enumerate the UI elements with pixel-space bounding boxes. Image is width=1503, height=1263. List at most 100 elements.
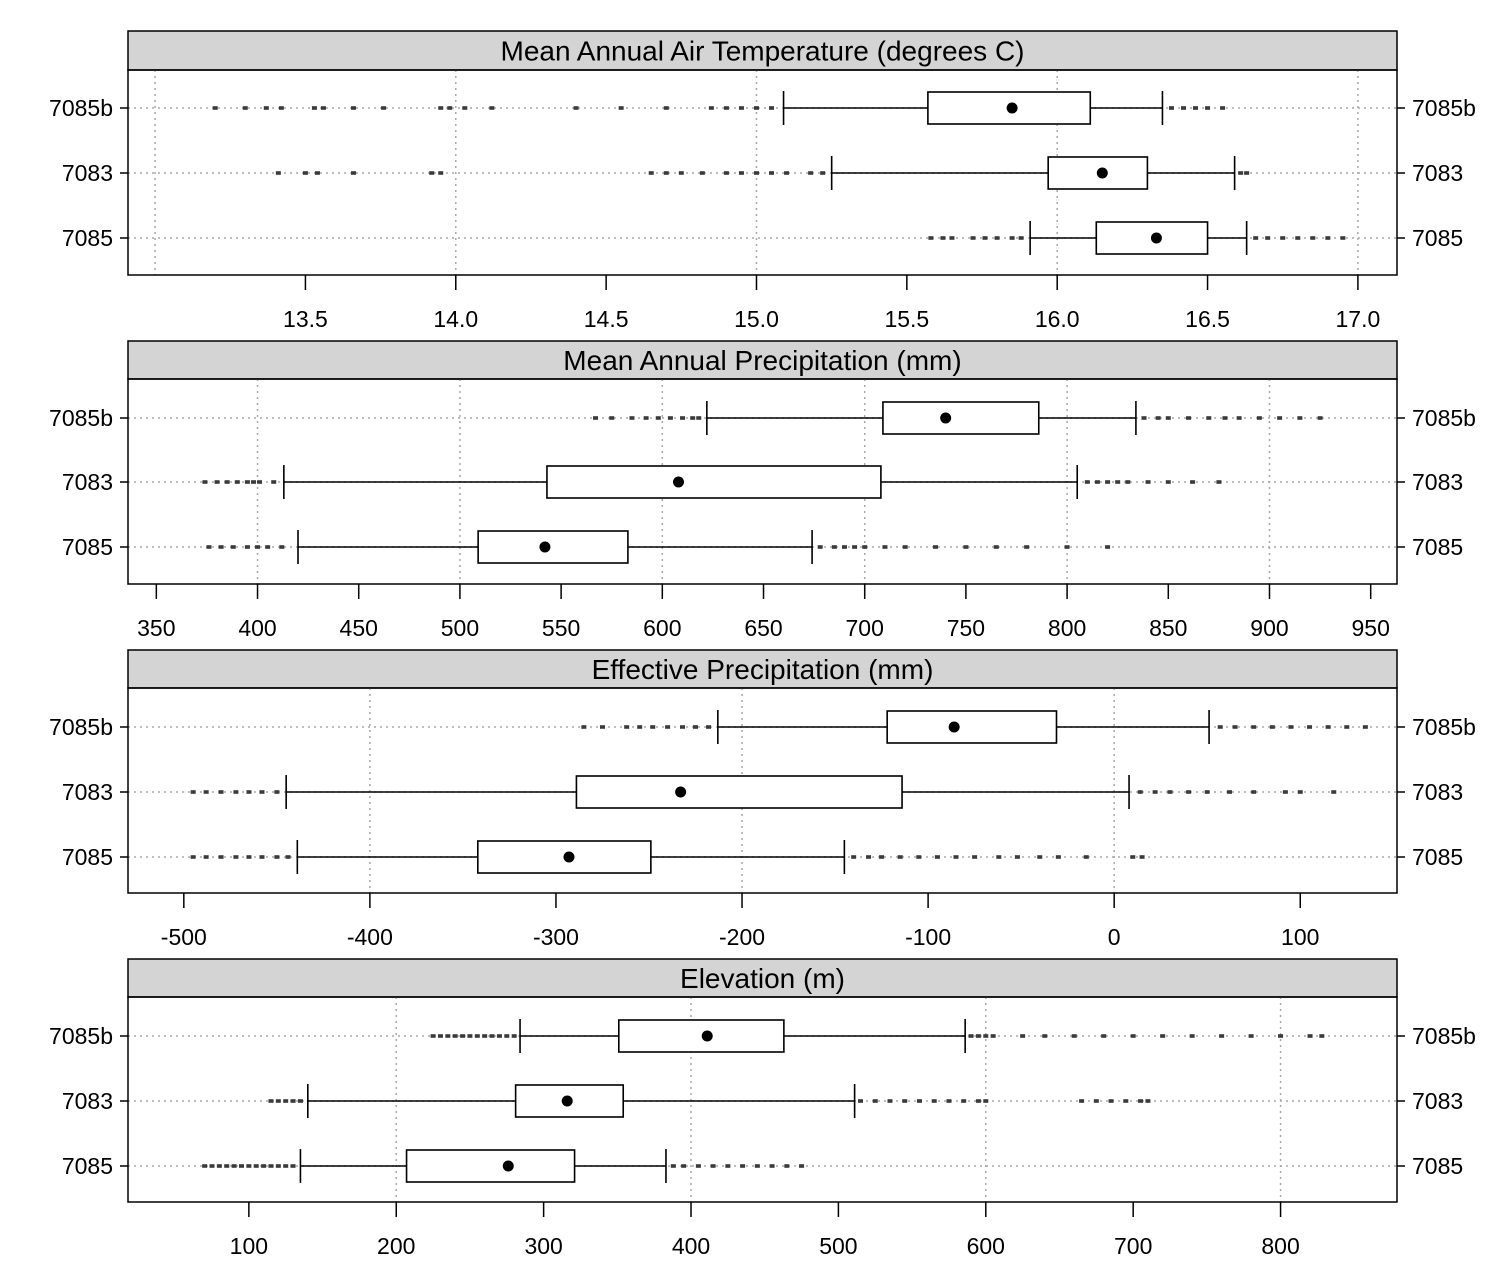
outlier-point <box>462 106 468 110</box>
outlier-point <box>1130 1034 1136 1038</box>
outlier-point <box>1295 236 1301 240</box>
outlier-point <box>968 1034 974 1038</box>
outlier-point <box>242 106 248 110</box>
outlier-point <box>246 855 252 859</box>
outlier-point <box>841 545 847 549</box>
outlier-point <box>690 416 696 420</box>
outlier-point <box>1244 171 1250 175</box>
x-tick-label: 350 <box>137 615 175 641</box>
outlier-point <box>784 1164 790 1168</box>
x-tick-label: 450 <box>340 615 378 641</box>
outlier-point <box>879 855 885 859</box>
outlier-point <box>599 725 605 729</box>
outlier-point <box>1079 1099 1085 1103</box>
outlier-point <box>351 106 357 110</box>
row-label-right: 7083 <box>1412 779 1463 805</box>
outlier-point <box>1138 1099 1144 1103</box>
box-iqr <box>1095 221 1209 255</box>
outlier-point <box>1282 790 1288 794</box>
outlier-point <box>1115 480 1121 484</box>
outlier-point <box>817 545 823 549</box>
outlier-point <box>278 106 284 110</box>
x-tick-label: 850 <box>1149 615 1187 641</box>
outlier-point <box>271 480 277 484</box>
outlier-point <box>218 545 224 549</box>
x-tick-label: 14.5 <box>584 306 629 332</box>
outlier-point <box>285 855 291 859</box>
outlier-point <box>1105 545 1111 549</box>
outlier-point <box>753 171 759 175</box>
x-tick-label: -200 <box>719 924 765 950</box>
outlier-point <box>928 236 934 240</box>
x-tick-label: 15.0 <box>734 306 779 332</box>
outlier-point <box>1123 1099 1129 1103</box>
median-dot <box>561 1095 573 1107</box>
outlier-point <box>206 545 212 549</box>
outlier-point <box>275 1099 281 1103</box>
outlier-point <box>1180 106 1186 110</box>
outlier-point <box>663 106 669 110</box>
outlier-point <box>202 1164 208 1168</box>
x-tick-label: -300 <box>533 924 579 950</box>
x-tick-label: 700 <box>846 615 884 641</box>
x-tick-label: 750 <box>947 615 985 641</box>
outlier-point <box>916 855 922 859</box>
outlier-point <box>438 171 444 175</box>
outlier-point <box>1265 236 1271 240</box>
outlier-point <box>504 1034 510 1038</box>
outlier-point <box>866 855 872 859</box>
row-label-right: 7083 <box>1412 160 1463 186</box>
outlier-point <box>1101 1034 1107 1038</box>
row-label-left: 7085 <box>62 534 113 560</box>
outlier-point <box>769 106 775 110</box>
row-label-left: 7083 <box>62 160 113 186</box>
outlier-point <box>934 855 940 859</box>
outlier-point <box>1236 416 1242 420</box>
x-tick-label: 600 <box>967 1233 1005 1259</box>
outlier-point <box>648 171 654 175</box>
outlier-point <box>1340 236 1346 240</box>
x-tick-label: 17.0 <box>1336 306 1381 332</box>
outlier-point <box>1186 790 1192 794</box>
outlier-point <box>1206 416 1212 420</box>
outlier-point <box>975 1099 981 1103</box>
outlier-point <box>452 1034 458 1038</box>
outlier-point <box>238 1164 244 1168</box>
outlier-point <box>862 545 868 549</box>
outlier-point <box>1189 1034 1195 1038</box>
outlier-point <box>482 1034 488 1038</box>
outlier-point <box>212 106 218 110</box>
outlier-point <box>609 416 615 420</box>
row-label-right: 7085 <box>1412 534 1463 560</box>
outlier-point <box>1165 416 1171 420</box>
box-7085b <box>212 91 1226 125</box>
outlier-point <box>1310 236 1316 240</box>
outlier-point <box>983 1099 989 1103</box>
panel-frame <box>127 996 1398 1203</box>
outlier-point <box>916 1099 922 1103</box>
outlier-point <box>931 1099 937 1103</box>
outlier-point <box>681 1164 687 1168</box>
outlier-point <box>667 416 673 420</box>
outlier-point <box>1160 1034 1166 1038</box>
outlier-point <box>655 416 661 420</box>
box-7085 <box>206 530 1111 564</box>
box-iqr <box>886 710 1058 744</box>
outlier-point <box>993 545 999 549</box>
box-7085 <box>190 840 1145 874</box>
x-tick-label: 0 <box>1108 924 1121 950</box>
outlier-point <box>1248 1034 1254 1038</box>
median-dot <box>1006 102 1018 114</box>
box-7085 <box>202 1149 805 1183</box>
median-dot <box>539 541 551 553</box>
outlier-point <box>1042 1034 1048 1038</box>
outlier-point <box>1280 236 1286 240</box>
x-tick-label: 100 <box>1281 924 1319 950</box>
x-tick-label: 16.0 <box>1035 306 1080 332</box>
box-iqr <box>882 401 1040 435</box>
outlier-point <box>268 1099 274 1103</box>
outlier-point <box>723 106 729 110</box>
outlier-point <box>1137 790 1143 794</box>
x-tick-label: 300 <box>524 1233 562 1259</box>
outlier-point <box>1227 790 1233 794</box>
